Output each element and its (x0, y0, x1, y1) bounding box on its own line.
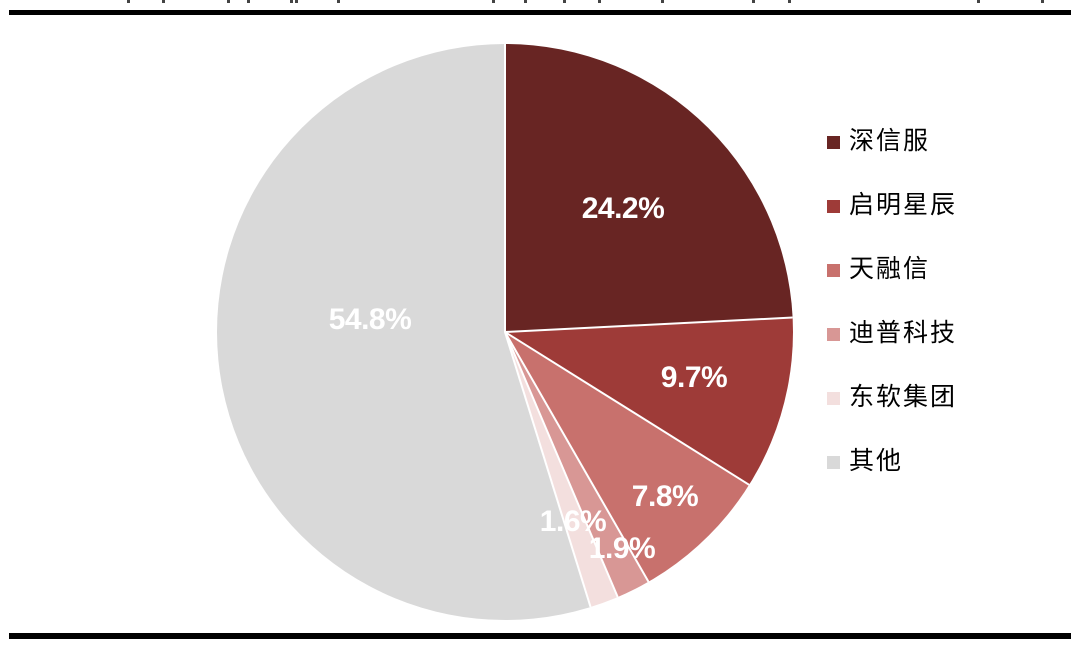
clipped-text-speck (337, 0, 340, 3)
legend-item-qita: 其他 (827, 449, 957, 475)
clipped-text-speck (1041, 0, 1044, 3)
slice-label-qita: 54.8% (328, 303, 412, 336)
legend-item-tianrongxin: 天融信 (827, 257, 957, 283)
clipped-text-speck (290, 0, 293, 3)
legend-label: 天融信 (849, 256, 931, 283)
clipped-text-speck (295, 0, 298, 3)
legend-item-dongruanjituan: 东软集团 (827, 385, 957, 411)
clipped-text-speck (227, 0, 230, 3)
legend-swatch-icon (827, 263, 840, 277)
clipped-text-speck (598, 0, 601, 3)
clipped-text-speck (661, 0, 664, 3)
legend: 深信服 启明星辰 天融信 迪普科技 东软集团 其他 (827, 129, 957, 475)
legend-swatch-icon (827, 391, 840, 405)
legend-swatch-icon (827, 199, 840, 213)
legend-item-dipukeji: 迪普科技 (827, 321, 957, 347)
legend-swatch-icon (827, 327, 840, 341)
slice-label-qimingxingchen: 9.7% (660, 361, 728, 394)
clipped-text-speck (977, 0, 980, 3)
slice-label-dongruanjituan: 1.6% (539, 505, 607, 538)
slice-label-tianrongxin: 7.8% (631, 480, 699, 513)
clipped-text-speck (162, 0, 165, 3)
clipped-text-speck (524, 0, 527, 3)
legend-label: 东软集团 (849, 384, 958, 411)
legend-label: 启明星辰 (849, 192, 958, 219)
slice-label-shenxinfu: 24.2% (581, 192, 665, 225)
clipped-text-speck (752, 0, 755, 3)
clipped-text-speck (247, 0, 250, 3)
legend-label: 迪普科技 (849, 320, 958, 347)
legend-item-qimingxingchen: 启明星辰 (827, 193, 957, 219)
legend-swatch-icon (827, 135, 840, 149)
legend-item-shenxinfu: 深信服 (827, 129, 957, 155)
clipped-title-fragments (0, 0, 1080, 4)
clipped-text-speck (788, 0, 791, 3)
top-divider-rule (9, 10, 1071, 15)
legend-swatch-icon (827, 455, 840, 469)
clipped-text-speck (492, 0, 495, 3)
clipped-text-speck (127, 0, 130, 3)
legend-label: 其他 (849, 448, 904, 475)
legend-label: 深信服 (849, 128, 931, 155)
bottom-divider-rule (9, 633, 1071, 639)
clipped-text-speck (563, 0, 566, 3)
pie-chart: 24.2% 9.7% 7.8% 1.9% 1.6% 54.8% (217, 44, 793, 620)
slice-separator (504, 44, 506, 332)
